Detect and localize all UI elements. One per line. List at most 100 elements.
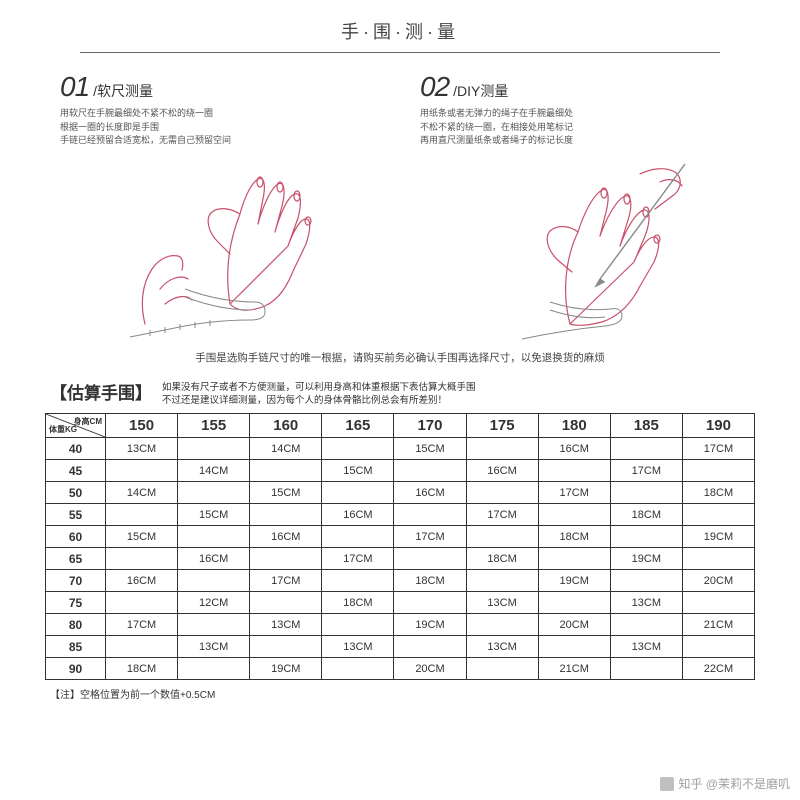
table-cell: 13CM	[466, 636, 538, 658]
table-cell: 17CM	[538, 482, 610, 504]
table-cell	[106, 592, 178, 614]
weight-row-header: 40	[46, 438, 106, 460]
weight-row-header: 75	[46, 592, 106, 614]
table-cell: 20CM	[394, 658, 466, 680]
weight-row-header: 85	[46, 636, 106, 658]
table-cell: 21CM	[538, 658, 610, 680]
table-cell	[682, 592, 754, 614]
hand-strip-illustration	[450, 154, 710, 344]
footnote: 【注】空格位置为前一个数值+0.5CM	[0, 680, 800, 701]
table-cell	[322, 438, 394, 460]
table-cell: 17CM	[106, 614, 178, 636]
table-cell: 20CM	[682, 570, 754, 592]
table-cell: 17CM	[682, 438, 754, 460]
method-number: 02	[420, 71, 449, 103]
table-cell	[178, 438, 250, 460]
weight-row-header: 90	[46, 658, 106, 680]
table-header-row: 身高CM 体重KG 150155160165170175180185190	[46, 414, 755, 438]
table-cell	[466, 614, 538, 636]
table-cell: 16CM	[394, 482, 466, 504]
estimate-note: 如果没有尺子或者不方便测量，可以利用身高和体重根据下表估算大概手围 不过还是建议…	[162, 379, 476, 408]
height-col-header: 185	[610, 414, 682, 438]
corner-bottom-label: 体重KG	[49, 424, 77, 435]
table-cell	[106, 460, 178, 482]
zhihu-icon	[660, 777, 674, 791]
table-cell: 17CM	[466, 504, 538, 526]
table-row: 8513CM13CM13CM13CM	[46, 636, 755, 658]
table-cell	[178, 526, 250, 548]
weight-row-header: 65	[46, 548, 106, 570]
table-cell	[538, 548, 610, 570]
table-cell	[394, 636, 466, 658]
table-cell: 21CM	[682, 614, 754, 636]
table-cell	[466, 438, 538, 460]
table-cell	[682, 636, 754, 658]
weight-row-header: 60	[46, 526, 106, 548]
table-row: 7512CM18CM13CM13CM	[46, 592, 755, 614]
table-cell: 14CM	[178, 460, 250, 482]
table-cell: 13CM	[466, 592, 538, 614]
table-cell: 17CM	[610, 460, 682, 482]
table-cell: 14CM	[106, 482, 178, 504]
illustration-row	[0, 148, 800, 344]
table-cell: 13CM	[178, 636, 250, 658]
table-cell	[178, 570, 250, 592]
method-desc: 用纸条或者无弹力的绳子在手腕最细处 不松不紧的绕一圈，在相接处用笔标记 再用直尺…	[420, 107, 740, 148]
table-row: 8017CM13CM19CM20CM21CM	[46, 614, 755, 636]
table-cell	[538, 636, 610, 658]
size-table: 身高CM 体重KG 150155160165170175180185190 40…	[45, 413, 755, 680]
method-desc: 用软尺在手腕最细处不紧不松的绕一圈 根据一圈的长度即是手围 手链已经预留合适宽松…	[60, 107, 380, 148]
table-cell: 16CM	[322, 504, 394, 526]
table-cell: 18CM	[466, 548, 538, 570]
height-col-header: 160	[250, 414, 322, 438]
table-cell: 16CM	[178, 548, 250, 570]
table-cell: 16CM	[250, 526, 322, 548]
table-cell: 13CM	[610, 592, 682, 614]
table-cell	[466, 658, 538, 680]
table-cell: 18CM	[394, 570, 466, 592]
table-cell	[322, 526, 394, 548]
table-cell: 16CM	[466, 460, 538, 482]
table-row: 4514CM15CM16CM17CM	[46, 460, 755, 482]
height-col-header: 165	[322, 414, 394, 438]
table-cell: 15CM	[106, 526, 178, 548]
table-cell: 22CM	[682, 658, 754, 680]
table-cell	[322, 614, 394, 636]
table-cell	[322, 482, 394, 504]
height-col-header: 170	[394, 414, 466, 438]
table-cell: 17CM	[250, 570, 322, 592]
method-1: 01 /软尺测量 用软尺在手腕最细处不紧不松的绕一圈 根据一圈的长度即是手围 手…	[60, 71, 380, 148]
table-cell	[538, 592, 610, 614]
table-cell	[538, 460, 610, 482]
table-cell: 18CM	[322, 592, 394, 614]
table-cell: 15CM	[178, 504, 250, 526]
table-cell: 17CM	[394, 526, 466, 548]
table-cell	[610, 482, 682, 504]
table-cell	[178, 658, 250, 680]
weight-row-header: 70	[46, 570, 106, 592]
table-cell	[178, 482, 250, 504]
table-cell: 20CM	[538, 614, 610, 636]
table-cell: 19CM	[250, 658, 322, 680]
weight-row-header: 50	[46, 482, 106, 504]
weight-row-header: 45	[46, 460, 106, 482]
table-cell	[106, 548, 178, 570]
table-cell	[250, 592, 322, 614]
height-col-header: 155	[178, 414, 250, 438]
table-corner-cell: 身高CM 体重KG	[46, 414, 106, 438]
table-cell: 13CM	[610, 636, 682, 658]
weight-row-header: 80	[46, 614, 106, 636]
table-cell	[322, 658, 394, 680]
table-row: 9018CM19CM20CM21CM22CM	[46, 658, 755, 680]
method-number: 01	[60, 71, 89, 103]
table-cell	[610, 614, 682, 636]
table-cell	[106, 504, 178, 526]
table-cell	[610, 570, 682, 592]
table-cell	[322, 570, 394, 592]
table-cell: 18CM	[610, 504, 682, 526]
method-title: /DIY测量	[453, 81, 508, 101]
table-cell: 13CM	[250, 614, 322, 636]
table-cell: 13CM	[106, 438, 178, 460]
table-cell: 18CM	[538, 526, 610, 548]
table-cell: 16CM	[106, 570, 178, 592]
